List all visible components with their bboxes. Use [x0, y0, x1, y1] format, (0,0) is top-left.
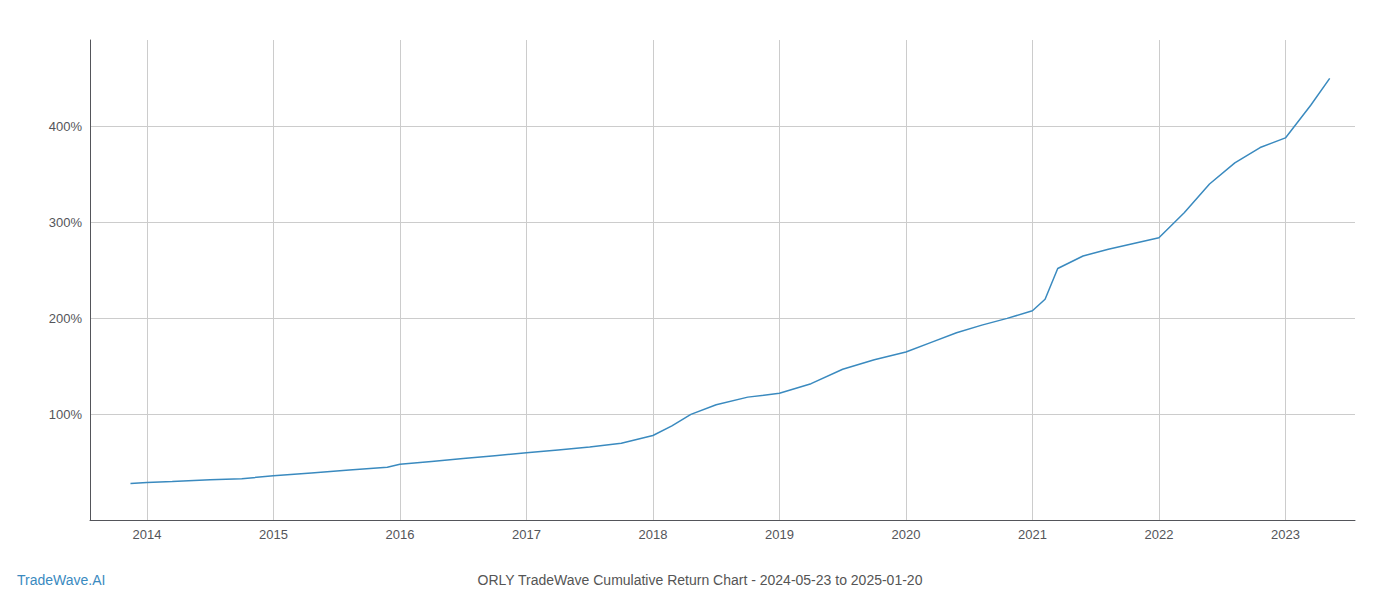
- svg-text:200%: 200%: [49, 311, 83, 326]
- svg-text:300%: 300%: [49, 215, 83, 230]
- svg-text:TradeWave.AI: TradeWave.AI: [17, 572, 105, 588]
- svg-text:2020: 2020: [891, 527, 920, 542]
- svg-text:2015: 2015: [259, 527, 288, 542]
- svg-text:2019: 2019: [765, 527, 794, 542]
- svg-text:400%: 400%: [49, 119, 83, 134]
- svg-text:2022: 2022: [1144, 527, 1173, 542]
- svg-text:2014: 2014: [132, 527, 161, 542]
- svg-text:2018: 2018: [638, 527, 667, 542]
- svg-text:2023: 2023: [1271, 527, 1300, 542]
- svg-text:ORLY TradeWave Cumulative Retu: ORLY TradeWave Cumulative Return Chart -…: [478, 572, 923, 588]
- svg-text:2017: 2017: [512, 527, 541, 542]
- svg-text:2021: 2021: [1018, 527, 1047, 542]
- svg-text:100%: 100%: [49, 407, 83, 422]
- svg-text:2016: 2016: [385, 527, 414, 542]
